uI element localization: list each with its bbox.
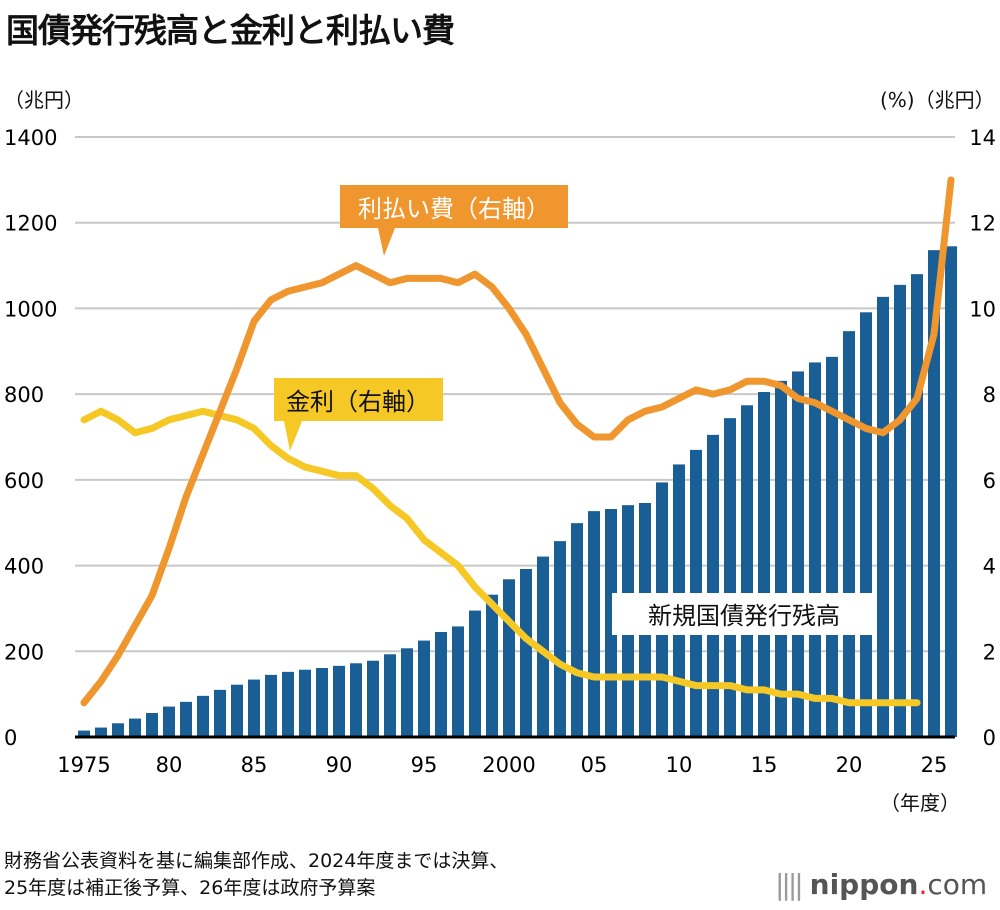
bar — [163, 706, 175, 737]
bar — [78, 730, 90, 737]
series-line — [80, 176, 955, 707]
bar — [197, 695, 209, 737]
bar — [112, 723, 124, 737]
bar — [894, 284, 906, 737]
right-tick-label: 0 — [983, 726, 996, 750]
bar — [367, 660, 379, 737]
bar — [435, 632, 447, 737]
bar — [180, 701, 192, 737]
left-tick-label: 800 — [4, 383, 44, 407]
bar — [95, 727, 107, 737]
bar — [809, 362, 821, 737]
callout-box — [612, 593, 876, 635]
right-tick-label: 4 — [983, 555, 996, 579]
right-tick-label: 14 — [969, 126, 996, 150]
x-axis-unit: （年度） — [880, 791, 960, 815]
bar — [384, 654, 396, 737]
bar — [299, 669, 311, 737]
callout-box — [340, 185, 568, 228]
bar — [860, 312, 872, 737]
bar — [350, 663, 362, 737]
callout-pointer — [378, 228, 395, 256]
bar — [452, 626, 464, 737]
right-axis-unit: (%)（兆円） — [880, 88, 995, 112]
bar — [129, 718, 141, 737]
bar — [401, 648, 413, 737]
bar — [843, 331, 855, 737]
bar — [520, 569, 532, 737]
x-tick-label: 95 — [411, 753, 438, 777]
bar — [469, 610, 481, 737]
bar — [248, 679, 260, 737]
bar — [537, 556, 549, 737]
x-tick-label: 10 — [666, 753, 693, 777]
footnote-line: 財務省公表資料を基に編集部作成、2024年度までは決算、 — [4, 850, 509, 872]
left-tick-label: 200 — [4, 640, 44, 664]
bar — [775, 380, 787, 737]
bar — [503, 579, 515, 737]
left-axis-unit: （兆円） — [4, 88, 84, 112]
bar — [282, 671, 294, 737]
bar — [945, 246, 957, 738]
legend-label-interest-rate: 金利（右軸） — [286, 388, 430, 416]
x-tick-label: 2000 — [482, 753, 535, 777]
bar — [265, 674, 277, 737]
bar — [588, 511, 600, 737]
x-tick-label: 25 — [921, 753, 948, 777]
footnote: 財務省公表資料を基に編集部作成、2024年度までは決算、 25年度は補正後予算、… — [4, 848, 508, 902]
legend-label-interest-payments: 利払い費（右軸） — [358, 195, 550, 223]
x-tick-label: 80 — [156, 753, 183, 777]
bar — [333, 665, 345, 737]
left-tick-label: 1200 — [4, 212, 57, 236]
x-tick-label: 90 — [326, 753, 353, 777]
x-tick-label: 1975 — [57, 753, 110, 777]
bar — [146, 713, 158, 737]
bar — [792, 371, 804, 737]
bar — [911, 274, 923, 737]
x-tick-label: 20 — [836, 753, 863, 777]
left-tick-label: 1400 — [4, 126, 57, 150]
chart-title: 国債発行残高と金利と利払い費 — [6, 11, 455, 50]
nippon-logo: |||| nippon.com — [775, 868, 988, 901]
right-tick-label: 6 — [983, 469, 996, 493]
bar — [231, 684, 243, 737]
left-tick-label: 1000 — [4, 297, 57, 321]
bar — [571, 523, 583, 737]
x-tick-label: 05 — [581, 753, 608, 777]
bar — [877, 296, 889, 737]
bar — [928, 250, 940, 737]
bar — [418, 640, 430, 737]
left-tick-label: 0 — [4, 726, 17, 750]
right-tick-label: 2 — [983, 640, 996, 664]
bar — [707, 434, 719, 737]
bar — [758, 392, 770, 737]
right-tick-label: 8 — [983, 383, 996, 407]
callout-box — [274, 378, 443, 421]
bar — [554, 541, 566, 737]
bar — [316, 668, 328, 737]
bar — [724, 418, 736, 737]
left-tick-label: 600 — [4, 469, 44, 493]
callout-pointer — [284, 421, 302, 451]
legend-label-bond-balance: 新規国債発行残高 — [648, 602, 840, 630]
bar — [486, 594, 498, 737]
right-tick-label: 10 — [969, 297, 996, 321]
x-tick-label: 85 — [241, 753, 268, 777]
bar — [214, 689, 226, 737]
x-tick-label: 15 — [751, 753, 778, 777]
bar — [741, 405, 753, 737]
bar — [826, 356, 838, 737]
series-line — [80, 407, 921, 707]
left-tick-label: 400 — [4, 555, 44, 579]
right-tick-label: 12 — [969, 212, 996, 236]
footnote-line: 25年度は補正後予算、26年度は政府予算案 — [4, 877, 376, 899]
